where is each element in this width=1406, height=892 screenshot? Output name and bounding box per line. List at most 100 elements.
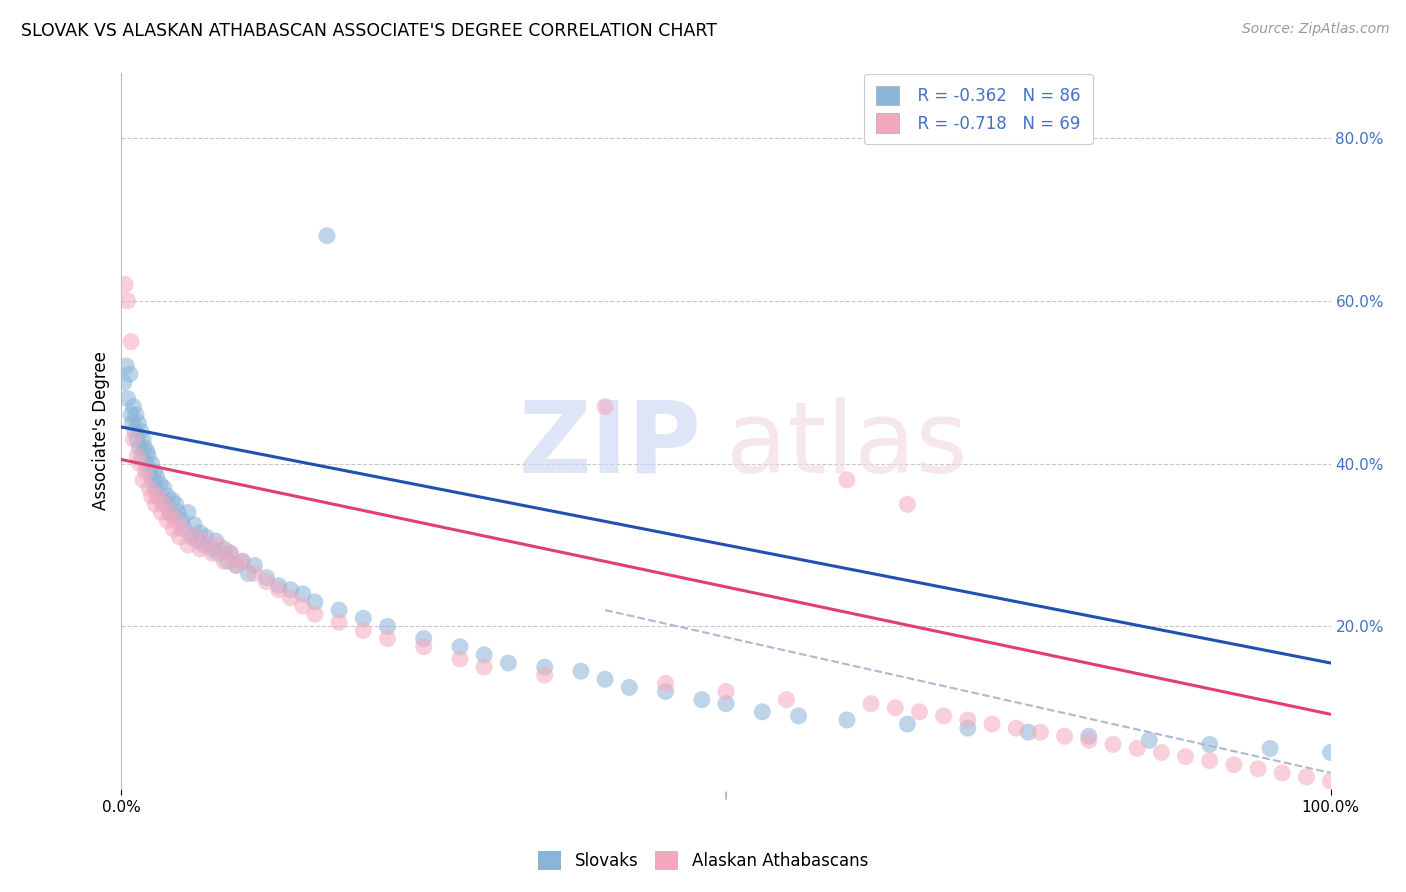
- Point: [165, 514, 187, 528]
- Point: [188, 525, 211, 540]
- Point: [835, 473, 858, 487]
- Point: [569, 664, 592, 678]
- Point: [714, 697, 737, 711]
- Point: [195, 530, 218, 544]
- Point: [835, 713, 858, 727]
- Point: [135, 465, 157, 479]
- Point: [352, 624, 374, 638]
- Point: [134, 441, 156, 455]
- Point: [1319, 774, 1341, 789]
- Point: [449, 640, 471, 654]
- Point: [533, 660, 555, 674]
- Point: [132, 473, 155, 487]
- Point: [156, 489, 179, 503]
- Point: [533, 668, 555, 682]
- Point: [183, 517, 205, 532]
- Point: [183, 530, 205, 544]
- Point: [146, 489, 169, 503]
- Point: [138, 481, 160, 495]
- Point: [908, 705, 931, 719]
- Text: ZIP: ZIP: [519, 397, 702, 494]
- Point: [159, 505, 181, 519]
- Point: [412, 632, 434, 646]
- Point: [188, 542, 211, 557]
- Point: [238, 566, 260, 581]
- Point: [377, 619, 399, 633]
- Point: [1295, 770, 1317, 784]
- Point: [219, 546, 242, 560]
- Point: [173, 522, 195, 536]
- Point: [956, 713, 979, 727]
- Point: [231, 554, 253, 568]
- Point: [1102, 738, 1125, 752]
- Text: Source: ZipAtlas.com: Source: ZipAtlas.com: [1241, 22, 1389, 37]
- Legend: Slovaks, Alaskan Athabascans: Slovaks, Alaskan Athabascans: [531, 844, 875, 877]
- Point: [142, 473, 165, 487]
- Point: [412, 640, 434, 654]
- Point: [162, 522, 184, 536]
- Point: [316, 228, 339, 243]
- Point: [896, 497, 918, 511]
- Point: [1077, 729, 1099, 743]
- Point: [141, 489, 163, 503]
- Point: [280, 591, 302, 605]
- Point: [159, 505, 181, 519]
- Point: [152, 481, 174, 495]
- Point: [128, 441, 150, 455]
- Point: [136, 449, 159, 463]
- Point: [177, 538, 200, 552]
- Point: [187, 533, 209, 548]
- Point: [267, 582, 290, 597]
- Point: [256, 570, 278, 584]
- Point: [243, 558, 266, 573]
- Point: [150, 505, 173, 519]
- Point: [1247, 762, 1270, 776]
- Point: [124, 424, 146, 438]
- Point: [165, 497, 187, 511]
- Point: [231, 554, 253, 568]
- Point: [135, 457, 157, 471]
- Point: [1271, 765, 1294, 780]
- Point: [1077, 733, 1099, 747]
- Point: [956, 721, 979, 735]
- Point: [156, 514, 179, 528]
- Point: [1005, 721, 1028, 735]
- Point: [225, 558, 247, 573]
- Point: [449, 652, 471, 666]
- Point: [131, 449, 153, 463]
- Point: [146, 489, 169, 503]
- Point: [787, 709, 810, 723]
- Point: [690, 692, 713, 706]
- Point: [498, 656, 520, 670]
- Point: [896, 717, 918, 731]
- Point: [114, 277, 136, 292]
- Point: [160, 493, 183, 508]
- Point: [751, 705, 773, 719]
- Point: [1126, 741, 1149, 756]
- Point: [169, 530, 191, 544]
- Point: [204, 533, 226, 548]
- Point: [170, 522, 193, 536]
- Point: [127, 416, 149, 430]
- Point: [115, 359, 138, 373]
- Y-axis label: Associate's Degree: Associate's Degree: [93, 351, 110, 510]
- Point: [1223, 757, 1246, 772]
- Point: [472, 660, 495, 674]
- Point: [860, 697, 883, 711]
- Point: [328, 615, 350, 630]
- Point: [201, 542, 224, 557]
- Point: [1137, 733, 1160, 747]
- Point: [1198, 738, 1220, 752]
- Point: [472, 648, 495, 662]
- Point: [304, 607, 326, 622]
- Point: [143, 497, 166, 511]
- Point: [1150, 746, 1173, 760]
- Point: [153, 497, 176, 511]
- Point: [117, 392, 139, 406]
- Point: [167, 505, 190, 519]
- Point: [120, 408, 142, 422]
- Point: [884, 700, 907, 714]
- Point: [217, 554, 239, 568]
- Point: [201, 546, 224, 560]
- Text: SLOVAK VS ALASKAN ATHABASCAN ASSOCIATE'S DEGREE CORRELATION CHART: SLOVAK VS ALASKAN ATHABASCAN ASSOCIATE'S…: [21, 22, 717, 40]
